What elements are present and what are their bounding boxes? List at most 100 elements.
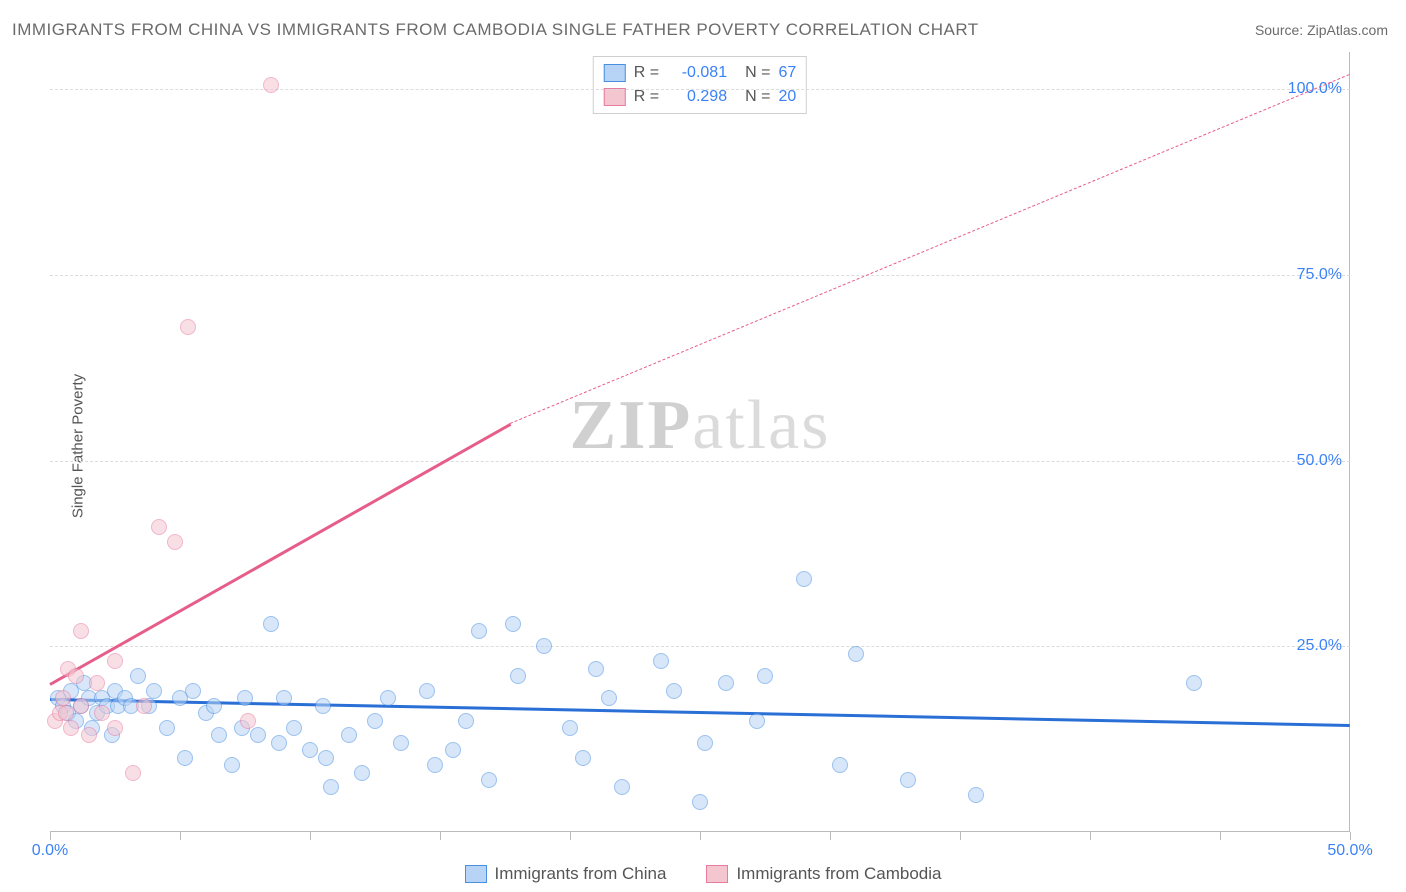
data-point bbox=[757, 668, 773, 684]
y-tick-label: 75.0% bbox=[1297, 266, 1342, 284]
data-point bbox=[237, 690, 253, 706]
x-tick-mark bbox=[960, 832, 961, 840]
data-point bbox=[458, 713, 474, 729]
y-axis-line bbox=[1349, 52, 1350, 832]
data-point bbox=[848, 646, 864, 662]
x-tick-mark bbox=[700, 832, 701, 840]
legend-n-label: N = bbox=[745, 61, 770, 85]
data-point bbox=[240, 713, 256, 729]
data-point bbox=[697, 735, 713, 751]
data-point bbox=[68, 668, 84, 684]
data-point bbox=[471, 623, 487, 639]
data-point bbox=[73, 623, 89, 639]
x-tick-mark bbox=[440, 832, 441, 840]
data-point bbox=[536, 638, 552, 654]
watermark: ZIPatlas bbox=[570, 386, 831, 466]
data-point bbox=[354, 765, 370, 781]
data-point bbox=[55, 690, 71, 706]
data-point bbox=[177, 750, 193, 766]
legend-n-value: 67 bbox=[778, 61, 796, 85]
data-point bbox=[94, 705, 110, 721]
series-legend-label: Immigrants from Cambodia bbox=[736, 864, 941, 884]
data-point bbox=[510, 668, 526, 684]
data-point bbox=[601, 690, 617, 706]
watermark-bold: ZIP bbox=[570, 387, 693, 464]
x-tick-label: 50.0% bbox=[1327, 842, 1372, 860]
data-point bbox=[749, 713, 765, 729]
data-point bbox=[263, 77, 279, 93]
data-point bbox=[167, 534, 183, 550]
trend-line bbox=[510, 74, 1350, 424]
data-point bbox=[614, 779, 630, 795]
data-point bbox=[73, 698, 89, 714]
data-point bbox=[185, 683, 201, 699]
data-point bbox=[107, 653, 123, 669]
data-point bbox=[81, 727, 97, 743]
data-point bbox=[180, 319, 196, 335]
data-point bbox=[419, 683, 435, 699]
data-point bbox=[276, 690, 292, 706]
data-point bbox=[666, 683, 682, 699]
data-point bbox=[271, 735, 287, 751]
data-point bbox=[63, 720, 79, 736]
data-point bbox=[692, 794, 708, 810]
data-point bbox=[89, 675, 105, 691]
data-point bbox=[224, 757, 240, 773]
data-point bbox=[588, 661, 604, 677]
data-point bbox=[130, 668, 146, 684]
gridline-horizontal bbox=[50, 461, 1350, 462]
legend-r-value: -0.081 bbox=[667, 61, 727, 85]
series-legend: Immigrants from China Immigrants from Cam… bbox=[0, 864, 1406, 884]
data-point bbox=[341, 727, 357, 743]
gridline-horizontal bbox=[50, 89, 1350, 90]
x-tick-mark bbox=[1220, 832, 1221, 840]
data-point bbox=[968, 787, 984, 803]
y-tick-label: 25.0% bbox=[1297, 637, 1342, 655]
source-credit: Source: ZipAtlas.com bbox=[1255, 22, 1388, 38]
watermark-rest: atlas bbox=[692, 387, 830, 464]
x-tick-label: 0.0% bbox=[32, 842, 68, 860]
data-point bbox=[146, 683, 162, 699]
data-point bbox=[380, 690, 396, 706]
x-tick-mark bbox=[50, 832, 51, 840]
data-point bbox=[481, 772, 497, 788]
chart-title: IMMIGRANTS FROM CHINA VS IMMIGRANTS FROM… bbox=[12, 20, 979, 40]
data-point bbox=[250, 727, 266, 743]
x-tick-mark bbox=[830, 832, 831, 840]
x-tick-mark bbox=[310, 832, 311, 840]
data-point bbox=[445, 742, 461, 758]
x-tick-mark bbox=[1090, 832, 1091, 840]
x-tick-mark bbox=[1350, 832, 1351, 840]
data-point bbox=[393, 735, 409, 751]
data-point bbox=[718, 675, 734, 691]
data-point bbox=[263, 616, 279, 632]
series-legend-label: Immigrants from China bbox=[495, 864, 667, 884]
chart-container: IMMIGRANTS FROM CHINA VS IMMIGRANTS FROM… bbox=[0, 0, 1406, 892]
legend-swatch bbox=[604, 88, 626, 106]
data-point bbox=[318, 750, 334, 766]
data-point bbox=[1186, 675, 1202, 691]
stats-legend: R =-0.081N =67R =0.298N =20 bbox=[593, 56, 807, 114]
data-point bbox=[211, 727, 227, 743]
data-point bbox=[107, 720, 123, 736]
data-point bbox=[302, 742, 318, 758]
data-point bbox=[159, 720, 175, 736]
data-point bbox=[653, 653, 669, 669]
y-tick-label: 50.0% bbox=[1297, 452, 1342, 470]
data-point bbox=[796, 571, 812, 587]
data-point bbox=[206, 698, 222, 714]
data-point bbox=[900, 772, 916, 788]
data-point bbox=[323, 779, 339, 795]
plot-area: ZIPatlas R =-0.081N =67R =0.298N =20 25.… bbox=[50, 52, 1350, 832]
x-tick-mark bbox=[180, 832, 181, 840]
x-tick-mark bbox=[570, 832, 571, 840]
gridline-horizontal bbox=[50, 646, 1350, 647]
data-point bbox=[505, 616, 521, 632]
data-point bbox=[286, 720, 302, 736]
data-point bbox=[832, 757, 848, 773]
legend-swatch bbox=[465, 865, 487, 883]
series-legend-item: Immigrants from China bbox=[465, 864, 667, 884]
data-point bbox=[367, 713, 383, 729]
data-point bbox=[427, 757, 443, 773]
gridline-horizontal bbox=[50, 275, 1350, 276]
